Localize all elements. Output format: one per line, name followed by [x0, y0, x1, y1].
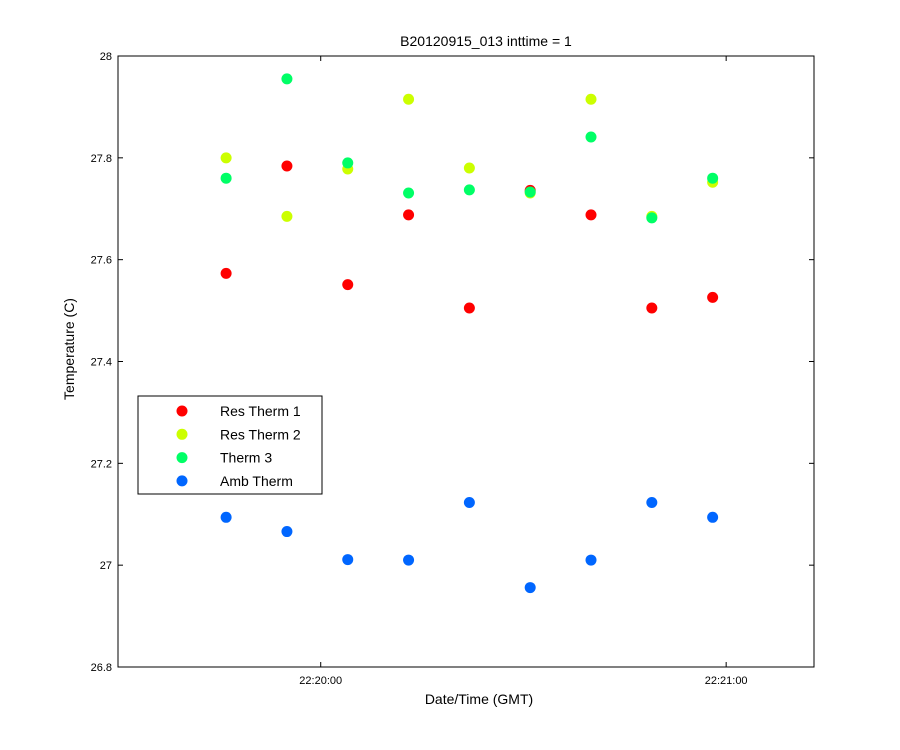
data-point	[524, 186, 536, 198]
data-point	[281, 526, 293, 538]
y-tick-label: 27	[100, 560, 112, 572]
data-point	[342, 157, 354, 169]
chart-title: B20120915_013 inttime = 1	[400, 33, 572, 49]
legend-marker	[176, 475, 188, 487]
legend-marker	[176, 405, 188, 417]
y-tick-label: 26.8	[91, 662, 112, 674]
y-tick-label: 27.6	[91, 255, 112, 267]
y-axis-label: Temperature (C)	[61, 298, 77, 400]
data-point	[220, 511, 232, 523]
legend: Res Therm 1 Res Therm 2 Therm 3 Amb Therm	[137, 395, 323, 495]
y-axis: 26.8 27 27.2 27.4 27.6 27.8 28	[91, 51, 814, 674]
data-point	[342, 279, 354, 291]
data-point	[403, 187, 415, 199]
data-point	[646, 497, 658, 509]
x-axis: 22:20:00 22:21:00	[299, 56, 748, 687]
x-tick-label: 22:21:00	[705, 675, 748, 687]
legend-box	[137, 395, 323, 495]
data-point	[646, 302, 658, 314]
data-point	[281, 210, 293, 222]
data-point	[585, 93, 597, 105]
data-point	[220, 172, 232, 184]
data-point	[707, 172, 719, 184]
data-point	[707, 291, 719, 303]
data-point	[585, 131, 597, 143]
data-point	[585, 554, 597, 566]
data-point	[281, 73, 293, 85]
legend-label: Res Therm 1	[220, 403, 301, 419]
legend-marker	[176, 452, 188, 464]
plot-area	[117, 55, 815, 668]
data-point	[220, 152, 232, 164]
data-point	[403, 93, 415, 105]
y-tick-label: 27.4	[91, 357, 112, 369]
series-therm-3	[220, 73, 719, 224]
legend-label: Res Therm 2	[220, 426, 301, 442]
data-point	[463, 162, 475, 174]
data-point	[220, 267, 232, 279]
data-point	[585, 209, 597, 221]
legend-marker	[176, 428, 188, 440]
y-tick-label: 28	[100, 51, 112, 63]
data-point	[281, 160, 293, 172]
data-point	[524, 582, 536, 594]
data-point	[403, 209, 415, 221]
legend-label: Therm 3	[220, 450, 272, 466]
data-point	[463, 497, 475, 509]
legend-label: Amb Therm	[220, 473, 293, 489]
data-points	[220, 73, 719, 594]
data-point	[646, 212, 658, 224]
series-amb-therm	[220, 497, 719, 594]
data-point	[342, 554, 354, 566]
data-point	[463, 184, 475, 196]
x-axis-label: Date/Time (GMT)	[425, 691, 533, 707]
data-point	[707, 511, 719, 523]
series-res-therm-1	[220, 160, 719, 314]
data-point	[403, 554, 415, 566]
y-tick-label: 27.2	[91, 458, 112, 470]
y-tick-label: 27.8	[91, 153, 112, 165]
x-tick-label: 22:20:00	[299, 675, 342, 687]
data-point	[463, 302, 475, 314]
